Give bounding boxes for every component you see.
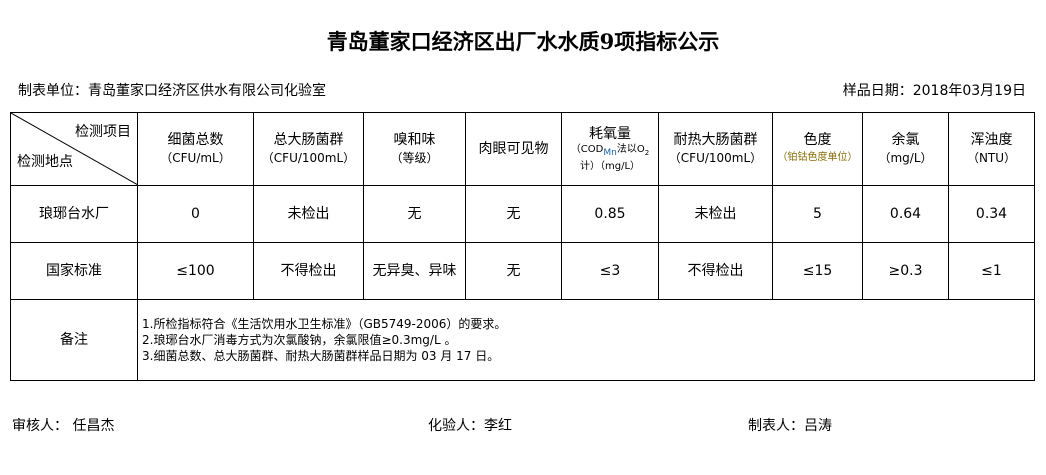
- col-unit: （铂钴色度单位）: [777, 152, 858, 163]
- notes-cell: 1.所检指标符合《生活饮用水卫生标准》（GB5749-2006）的要求。 2.琅…: [137, 299, 1035, 381]
- col-header: 色度 （铂钴色度单位）: [772, 112, 863, 186]
- col-header: 肉眼可见物: [465, 112, 562, 186]
- col-name: 耗氧量: [589, 125, 631, 142]
- issuing-unit: 制表单位：青岛董家口经济区供水有限公司化验室: [18, 83, 326, 99]
- sample-date: 样品日期：2018年03月19日: [842, 83, 1026, 99]
- cell: ≥0.3: [862, 242, 949, 300]
- note: 2.琅琊台水厂消毒方式为次氯酸钠，余氯限值≥0.3mg/L 。: [142, 333, 457, 347]
- corner-top-label: 检测项目: [75, 124, 131, 140]
- col-header: 浑浊度 （NTU）: [948, 112, 1035, 186]
- col-name: 总大肠菌群: [273, 132, 344, 148]
- note: 3.细菌总数、总大肠菌群、耐热大肠菌群样品日期为 03 月 17 日。: [142, 349, 500, 363]
- col-unit: （CFU/100mL）: [261, 151, 356, 165]
- cell: ≤15: [772, 242, 863, 300]
- col-name: 肉眼可见物: [478, 141, 549, 157]
- corner-bottom-label: 检测地点: [17, 154, 73, 170]
- col-unit: （CFU/mL）: [160, 151, 231, 165]
- col-unit: （CFU/100mL）: [668, 151, 763, 165]
- note: 1.所检指标符合《生活饮用水卫生标准》（GB5749-2006）的要求。: [142, 317, 507, 331]
- cell: 无: [465, 242, 562, 300]
- cell: 5: [772, 185, 863, 243]
- col-unit: （等级）: [390, 151, 439, 165]
- cell: 不得检出: [253, 242, 364, 300]
- col-header: 耗氧量 （CODMn法以O2 计）（mg/L）: [561, 112, 659, 186]
- col-name: 嗅和味: [393, 132, 436, 148]
- cell: ≤1: [948, 242, 1035, 300]
- table-maker: 制表人：吕涛: [748, 418, 832, 434]
- table-row: 国家标准 ≤100 不得检出 无异臭、异味无 ≤3 不得检出 ≤15 ≥0.3 ≤1: [10, 242, 1035, 300]
- col-unit: （mg/L）: [878, 151, 933, 165]
- cell: 无异臭、异味: [363, 242, 466, 300]
- water-quality-table: 检测项目 检测地点 细菌总数 （CFU/mL） 总大肠菌群 （CFU/100mL） …: [10, 112, 1035, 381]
- col-unit: （CODMn法以O2 计）（mg/L）: [562, 143, 658, 174]
- col-unit: （NTU）: [966, 151, 1017, 165]
- cell: ≤3: [561, 242, 659, 300]
- tester: 化验人：李红: [428, 418, 512, 434]
- col-name: 余氯: [891, 132, 920, 148]
- col-name: 细菌总数: [167, 132, 224, 148]
- cell: 无: [363, 185, 466, 243]
- diagonal-line: [11, 113, 138, 185]
- col-header: 嗅和味 （等级）: [363, 112, 466, 186]
- table-row: 琅琊台水厂 0 未检出无无 0.85 未检出 5 0.64 0.34: [10, 185, 1035, 243]
- notes-row: 备注 1.所检指标符合《生活饮用水卫生标准》（GB5749-2006）的要求。 …: [10, 299, 1035, 381]
- col-header: 细菌总数 （CFU/mL）: [137, 112, 254, 186]
- corner-header: 检测项目 检测地点: [11, 113, 138, 185]
- cell: 0.64: [862, 185, 949, 243]
- cell: ≤100: [137, 242, 254, 300]
- notes-label: 备注: [10, 299, 138, 381]
- col-name: 色度: [803, 132, 832, 148]
- cell: 0.34: [948, 185, 1035, 243]
- col-name: 浑浊度: [970, 132, 1013, 148]
- header-row: 检测项目 检测地点 细菌总数 （CFU/mL） 总大肠菌群 （CFU/100mL） …: [10, 112, 1035, 186]
- col-header: 总大肠菌群 （CFU/100mL）: [253, 112, 364, 186]
- page-title: 青岛董家口经济区出厂水水质9项指标公示: [326, 29, 720, 54]
- row-label: 琅琊台水厂: [10, 185, 138, 243]
- cell: 0.85: [561, 185, 659, 243]
- cell: 无: [465, 185, 562, 243]
- unit-part: 法以O: [616, 143, 645, 155]
- cell: 0: [137, 185, 254, 243]
- unit-sub: Mn: [603, 147, 617, 158]
- row-label: 国家标准: [10, 242, 138, 300]
- col-header: 耐热大肠菌群 （CFU/100mL）: [658, 112, 773, 186]
- unit-part: （COD: [570, 143, 604, 155]
- reviewer: 审核人： 任昌杰: [12, 418, 115, 434]
- cell: 未检出: [253, 185, 364, 243]
- cell: 未检出: [658, 185, 773, 243]
- unit-sub: 2: [644, 148, 650, 157]
- unit-part: 计）（mg/L）: [579, 160, 641, 172]
- cell: 不得检出: [658, 242, 773, 300]
- col-header: 余氯 （mg/L）: [862, 112, 949, 186]
- col-name: 耐热大肠菌群: [673, 132, 758, 148]
